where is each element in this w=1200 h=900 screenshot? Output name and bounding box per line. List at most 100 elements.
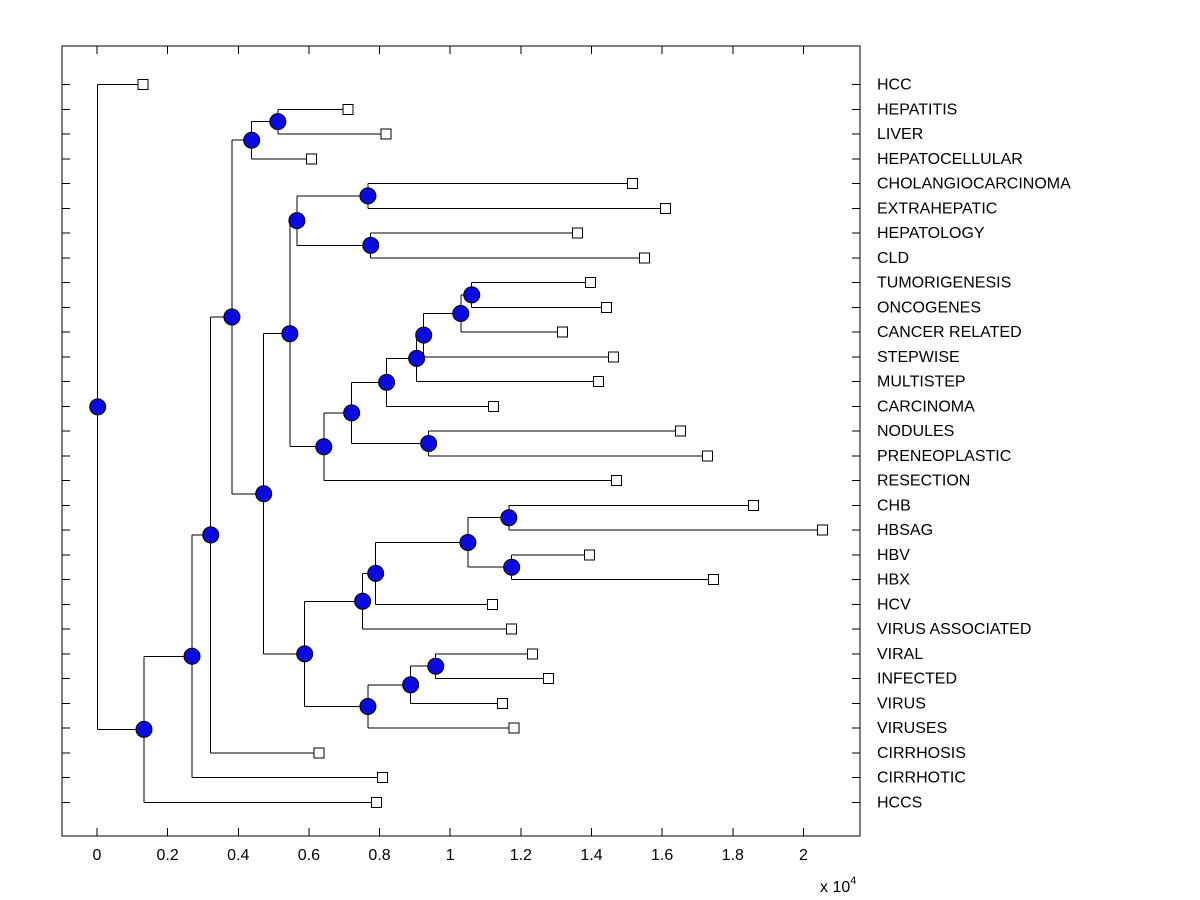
internal-node-n8 bbox=[415, 326, 433, 344]
leaf-label-oncogenes: ONCOGENES bbox=[877, 299, 981, 316]
leaf-marker-virus-associated bbox=[506, 623, 518, 635]
internal-node-n20 bbox=[367, 564, 385, 582]
internal-node-n13 bbox=[315, 438, 333, 456]
x-tick-label: 1 bbox=[446, 847, 455, 864]
leaf-label-resection: RESECTION bbox=[877, 473, 970, 490]
internal-node-n4 bbox=[362, 236, 380, 254]
leaf-label-cancer-related: CANCER RELATED bbox=[877, 324, 1022, 341]
leaf-marker-hcv bbox=[487, 598, 499, 610]
leaf-marker-viral bbox=[526, 648, 538, 660]
internal-node-n5 bbox=[288, 212, 306, 230]
x-tick-label: 1.4 bbox=[580, 847, 602, 864]
leaf-marker-hepatology bbox=[572, 227, 584, 239]
internal-node-n22 bbox=[296, 645, 314, 663]
leaf-marker-carcinoma bbox=[488, 400, 500, 412]
leaf-label-viruses: VIRUSES bbox=[877, 720, 947, 737]
leaf-label-hccs: HCCS bbox=[877, 794, 922, 811]
x-tick-label: 0.4 bbox=[227, 847, 249, 864]
x-tick-label: 1.6 bbox=[651, 847, 673, 864]
leaf-marker-virus bbox=[496, 697, 508, 709]
internal-node-n29 bbox=[89, 398, 107, 416]
leaf-label-multistep: MULTISTEP bbox=[877, 374, 966, 391]
leaf-label-hepatology: HEPATOLOGY bbox=[877, 225, 985, 242]
leaf-label-cld: CLD bbox=[877, 250, 909, 267]
leaf-marker-chb bbox=[748, 499, 760, 511]
leaf-marker-hbsag bbox=[816, 524, 828, 536]
x-tick-label: 0 bbox=[93, 847, 102, 864]
leaf-marker-infected bbox=[543, 673, 555, 685]
leaf-label-cholangiocarcinoma: CHOLANGIOCARCINOMA bbox=[877, 176, 1071, 193]
internal-node-n16 bbox=[255, 485, 273, 503]
leaf-label-nodules: NODULES bbox=[877, 423, 954, 440]
internal-node-n14 bbox=[281, 325, 299, 343]
leaf-label-hbx: HBX bbox=[877, 572, 910, 589]
x-tick-label: 0.8 bbox=[368, 847, 390, 864]
internal-node-n18 bbox=[503, 558, 521, 576]
leaf-marker-multistep bbox=[593, 376, 605, 388]
leaf-marker-cholangiocarcinoma bbox=[626, 178, 638, 190]
internal-node-n1 bbox=[269, 113, 287, 131]
internal-node-n11 bbox=[420, 434, 438, 452]
leaf-marker-hcc bbox=[137, 79, 149, 90]
leaf-marker-hccs bbox=[371, 796, 383, 808]
x-tick-label: 0.2 bbox=[157, 847, 179, 864]
axes-box bbox=[61, 45, 861, 837]
internal-node-n10 bbox=[378, 373, 396, 391]
leaf-marker-cirrhotic bbox=[377, 772, 389, 784]
leaf-marker-extrahepatic bbox=[660, 202, 672, 214]
internal-node-n17 bbox=[500, 509, 518, 527]
leaf-marker-cirrhosis bbox=[313, 747, 325, 759]
leaf-label-hepatitis: HEPATITIS bbox=[877, 101, 957, 118]
leaf-label-cirrhotic: CIRRHOTIC bbox=[877, 770, 966, 787]
x-axis-unit-label: x 104 bbox=[820, 875, 856, 896]
internal-node-n15 bbox=[223, 308, 241, 326]
internal-node-n25 bbox=[359, 697, 377, 715]
leaf-label-extrahepatic: EXTRAHEPATIC bbox=[877, 200, 997, 217]
x-tick-label: 2 bbox=[799, 847, 808, 864]
leaf-marker-resection bbox=[611, 475, 623, 487]
leaf-marker-cld bbox=[638, 252, 650, 264]
leaf-label-viral: VIRAL bbox=[877, 646, 923, 663]
leaf-marker-viruses bbox=[508, 722, 520, 734]
leaf-label-liver: LIVER bbox=[877, 126, 923, 143]
leaf-label-virus: VIRUS bbox=[877, 695, 926, 712]
leaf-label-virus-associated: VIRUS ASSOCIATED bbox=[877, 621, 1031, 638]
internal-node-n2 bbox=[243, 131, 261, 149]
leaf-label-chb: CHB bbox=[877, 497, 911, 514]
leaf-label-infected: INFECTED bbox=[877, 671, 957, 688]
leaf-label-hcc: HCC bbox=[877, 77, 912, 94]
leaf-label-cirrhosis: CIRRHOSIS bbox=[877, 745, 966, 762]
internal-node-n19 bbox=[459, 533, 477, 551]
leaf-label-preneoplastic: PRENEOPLASTIC bbox=[877, 448, 1011, 465]
x-tick-label: 1.2 bbox=[510, 847, 532, 864]
internal-node-n24 bbox=[402, 676, 420, 694]
leaf-marker-hbv bbox=[583, 549, 595, 561]
internal-node-n28 bbox=[135, 720, 153, 738]
leaf-marker-oncogenes bbox=[601, 301, 613, 313]
leaf-marker-hbx bbox=[707, 574, 719, 586]
internal-node-n3 bbox=[359, 187, 377, 205]
x-tick-label: 0.6 bbox=[298, 847, 320, 864]
leaf-label-tumorigenesis: TUMORIGENESIS bbox=[877, 275, 1011, 292]
leaf-marker-preneoplastic bbox=[701, 450, 713, 462]
internal-node-n26 bbox=[202, 526, 220, 544]
leaf-label-hcv: HCV bbox=[877, 596, 911, 613]
internal-node-n23 bbox=[427, 657, 445, 675]
internal-node-n12 bbox=[343, 404, 361, 422]
internal-node-n6 bbox=[463, 286, 481, 304]
leaf-marker-tumorigenesis bbox=[584, 277, 596, 289]
leaf-label-hbsag: HBSAG bbox=[877, 522, 933, 539]
leaf-marker-hepatocellular bbox=[306, 153, 318, 165]
leaf-label-hepatocellular: HEPATOCELLULAR bbox=[877, 151, 1023, 168]
internal-node-n21 bbox=[354, 592, 372, 610]
leaf-marker-stepwise bbox=[608, 351, 620, 363]
leaf-marker-liver bbox=[380, 128, 392, 140]
leaf-label-carcinoma: CARCINOMA bbox=[877, 398, 975, 415]
leaf-label-stepwise: STEPWISE bbox=[877, 349, 960, 366]
internal-node-n7 bbox=[452, 304, 470, 322]
leaf-marker-cancer-related bbox=[557, 326, 569, 338]
leaf-label-hbv: HBV bbox=[877, 547, 910, 564]
leaf-marker-nodules bbox=[674, 425, 686, 437]
